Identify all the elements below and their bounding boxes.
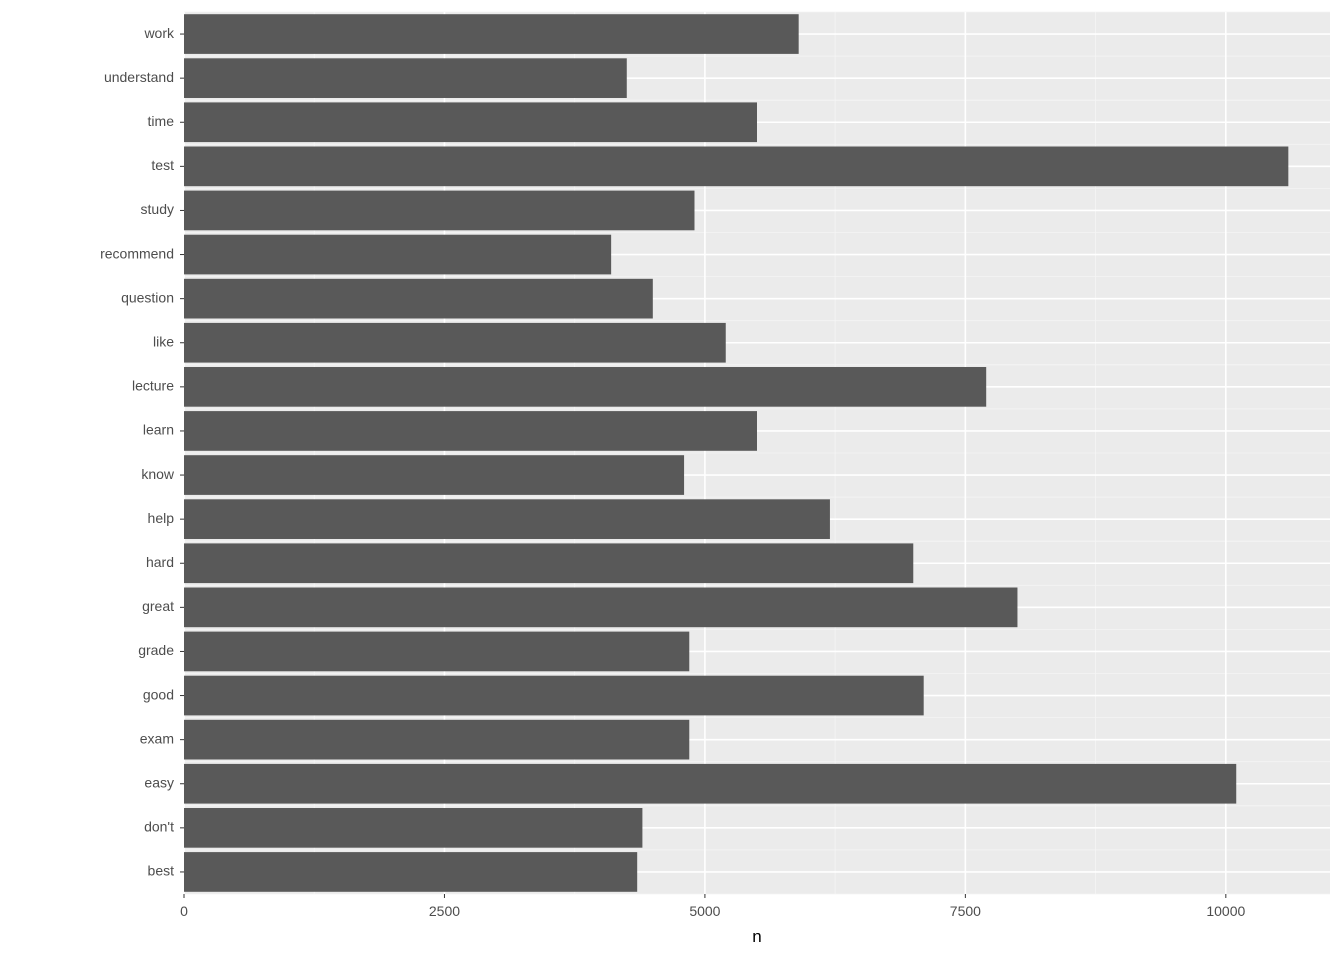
- y-tick-label: hard: [146, 554, 174, 570]
- bar-question: [184, 279, 653, 319]
- bar-help: [184, 499, 830, 539]
- bar-grade: [184, 632, 689, 672]
- bar-hard: [184, 543, 913, 583]
- y-tick-label: grade: [138, 642, 174, 658]
- bar-understand: [184, 58, 627, 98]
- y-tick-label: easy: [144, 774, 174, 790]
- y-tick-label: don't: [144, 819, 174, 835]
- x-axis-title: n: [752, 927, 761, 946]
- bar-good: [184, 676, 924, 716]
- bar-don-t: [184, 808, 642, 848]
- y-tick-label: recommend: [100, 245, 174, 261]
- y-tick-label: help: [148, 510, 175, 526]
- chart-container: work understand time test study recommend ques…: [0, 0, 1344, 960]
- bar-best: [184, 852, 637, 892]
- x-tick-label: 5000: [689, 903, 720, 919]
- y-tick-label: work: [143, 25, 175, 41]
- bar-exam: [184, 720, 689, 760]
- y-tick-label: understand: [104, 69, 174, 85]
- y-tick-label: learn: [143, 422, 174, 438]
- bar-recommend: [184, 235, 611, 275]
- bar-like: [184, 323, 726, 363]
- bar-learn: [184, 411, 757, 451]
- y-tick-label: lecture: [132, 378, 174, 394]
- y-tick-label: study: [141, 201, 174, 217]
- y-tick-label: time: [148, 113, 175, 129]
- y-tick-label: like: [153, 333, 174, 349]
- y-tick-label: exam: [140, 730, 174, 746]
- bar-great: [184, 588, 1017, 628]
- bar-easy: [184, 764, 1236, 804]
- x-tick-label: 0: [180, 903, 188, 919]
- bar-know: [184, 455, 684, 495]
- y-tick-label: question: [121, 289, 174, 305]
- bar-work: [184, 14, 799, 54]
- y-tick-label: know: [141, 466, 175, 482]
- bar-lecture: [184, 367, 986, 407]
- bar-study: [184, 191, 694, 231]
- y-tick-label: great: [142, 598, 174, 614]
- bar-time: [184, 102, 757, 142]
- x-tick-label: 2500: [429, 903, 460, 919]
- word-frequency-bar-chart: work understand time test study recommend ques…: [0, 0, 1344, 960]
- x-tick-label: 10000: [1206, 903, 1245, 919]
- bar-test: [184, 147, 1288, 187]
- y-tick-label: good: [143, 686, 174, 702]
- y-tick-label: test: [151, 157, 174, 173]
- x-tick-label: 7500: [950, 903, 981, 919]
- y-tick-label: best: [148, 863, 175, 879]
